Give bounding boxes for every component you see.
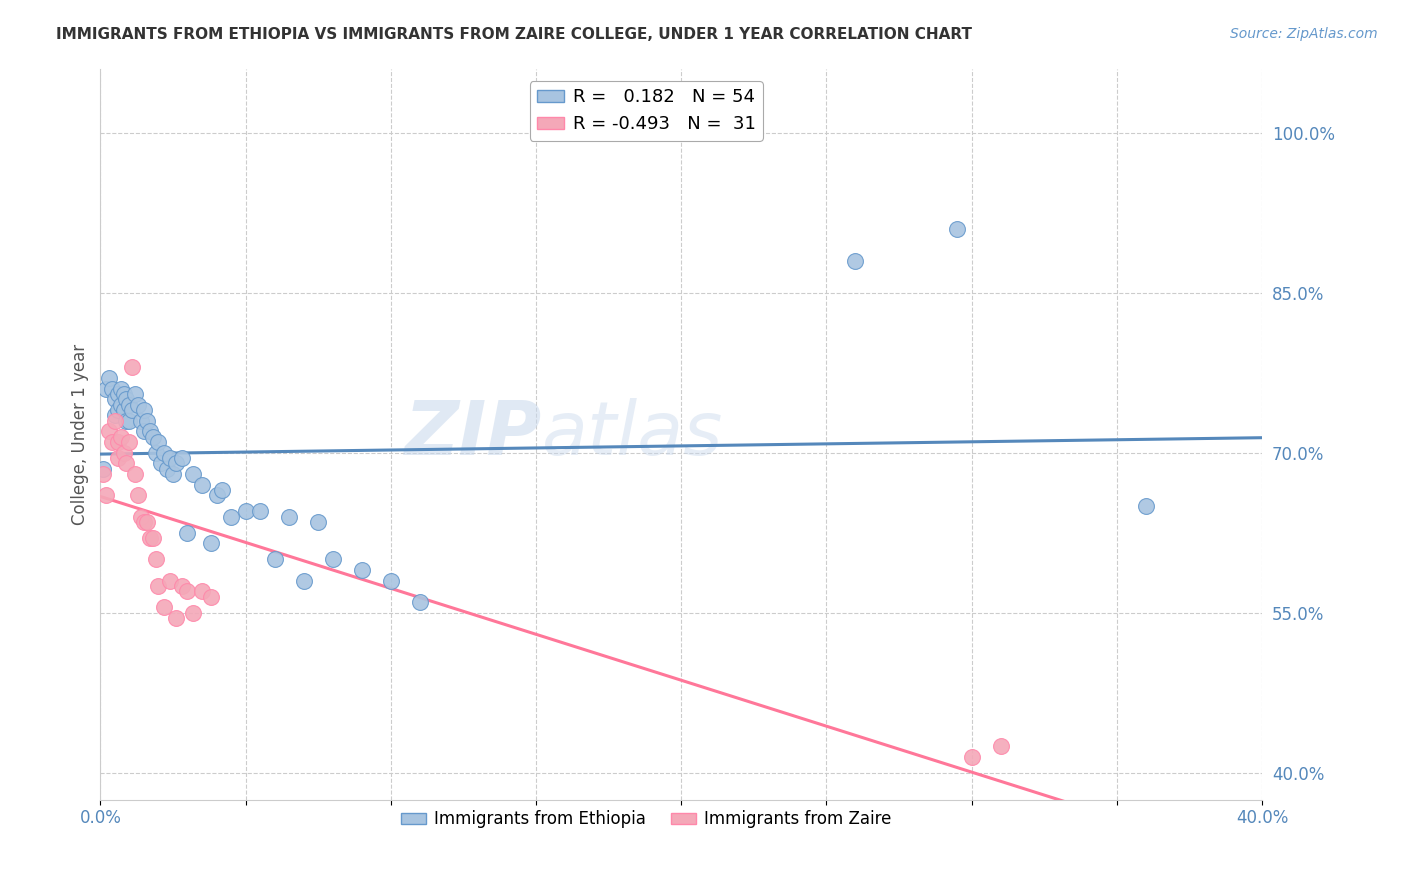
- Point: [112, 403, 135, 417]
- Point: [110, 398, 132, 412]
- Point: [162, 467, 184, 481]
- Point: [142, 531, 165, 545]
- Point: [98, 425, 121, 439]
- Point: [98, 371, 121, 385]
- Point: [112, 446, 135, 460]
- Point: [118, 414, 141, 428]
- Point: [132, 425, 155, 439]
- Point: [96, 382, 118, 396]
- Point: [138, 425, 160, 439]
- Point: [322, 552, 344, 566]
- Point: [104, 409, 127, 423]
- Point: [138, 531, 160, 545]
- Point: [110, 382, 132, 396]
- Point: [211, 483, 233, 497]
- Legend: Immigrants from Ethiopia, Immigrants from Zaire: Immigrants from Ethiopia, Immigrants fro…: [394, 804, 898, 835]
- Point: [176, 584, 198, 599]
- Point: [409, 595, 432, 609]
- Point: [159, 450, 181, 465]
- Point: [104, 392, 127, 407]
- Point: [263, 552, 285, 566]
- Point: [107, 387, 129, 401]
- Point: [200, 590, 222, 604]
- Point: [200, 536, 222, 550]
- Point: [132, 515, 155, 529]
- Point: [165, 611, 187, 625]
- Point: [145, 446, 167, 460]
- Point: [380, 574, 402, 588]
- Point: [205, 488, 228, 502]
- Text: IMMIGRANTS FROM ETHIOPIA VS IMMIGRANTS FROM ZAIRE COLLEGE, UNDER 1 YEAR CORRELAT: IMMIGRANTS FROM ETHIOPIA VS IMMIGRANTS F…: [56, 27, 972, 42]
- Point: [124, 387, 146, 401]
- Point: [191, 477, 214, 491]
- Point: [1135, 499, 1157, 513]
- Point: [124, 467, 146, 481]
- Point: [191, 584, 214, 599]
- Point: [153, 600, 176, 615]
- Point: [249, 504, 271, 518]
- Text: ZIP: ZIP: [405, 398, 541, 470]
- Point: [110, 430, 132, 444]
- Point: [142, 430, 165, 444]
- Point: [121, 360, 143, 375]
- Point: [159, 574, 181, 588]
- Text: Source: ZipAtlas.com: Source: ZipAtlas.com: [1230, 27, 1378, 41]
- Point: [148, 579, 170, 593]
- Point: [170, 579, 193, 593]
- Point: [181, 467, 204, 481]
- Point: [960, 749, 983, 764]
- Point: [946, 221, 969, 235]
- Point: [219, 509, 242, 524]
- Point: [235, 504, 257, 518]
- Point: [990, 739, 1012, 754]
- Point: [307, 515, 329, 529]
- Point: [101, 435, 124, 450]
- Point: [121, 403, 143, 417]
- Point: [176, 525, 198, 540]
- Point: [292, 574, 315, 588]
- Point: [115, 414, 138, 428]
- Point: [135, 515, 157, 529]
- Point: [135, 414, 157, 428]
- Point: [132, 403, 155, 417]
- Point: [104, 414, 127, 428]
- Point: [112, 387, 135, 401]
- Y-axis label: College, Under 1 year: College, Under 1 year: [72, 343, 89, 524]
- Point: [181, 606, 204, 620]
- Point: [129, 509, 152, 524]
- Point: [127, 398, 149, 412]
- Point: [91, 461, 114, 475]
- Point: [156, 461, 179, 475]
- Point: [96, 488, 118, 502]
- Point: [107, 403, 129, 417]
- Point: [129, 414, 152, 428]
- Point: [150, 456, 173, 470]
- Point: [278, 509, 301, 524]
- Point: [148, 435, 170, 450]
- Point: [165, 456, 187, 470]
- Point: [118, 398, 141, 412]
- Point: [115, 392, 138, 407]
- Point: [145, 552, 167, 566]
- Point: [91, 467, 114, 481]
- Point: [170, 450, 193, 465]
- Point: [107, 450, 129, 465]
- Point: [153, 446, 176, 460]
- Text: atlas: atlas: [541, 398, 723, 470]
- Point: [844, 253, 866, 268]
- Point: [101, 382, 124, 396]
- Point: [115, 456, 138, 470]
- Point: [350, 563, 373, 577]
- Point: [127, 488, 149, 502]
- Point: [107, 435, 129, 450]
- Point: [118, 435, 141, 450]
